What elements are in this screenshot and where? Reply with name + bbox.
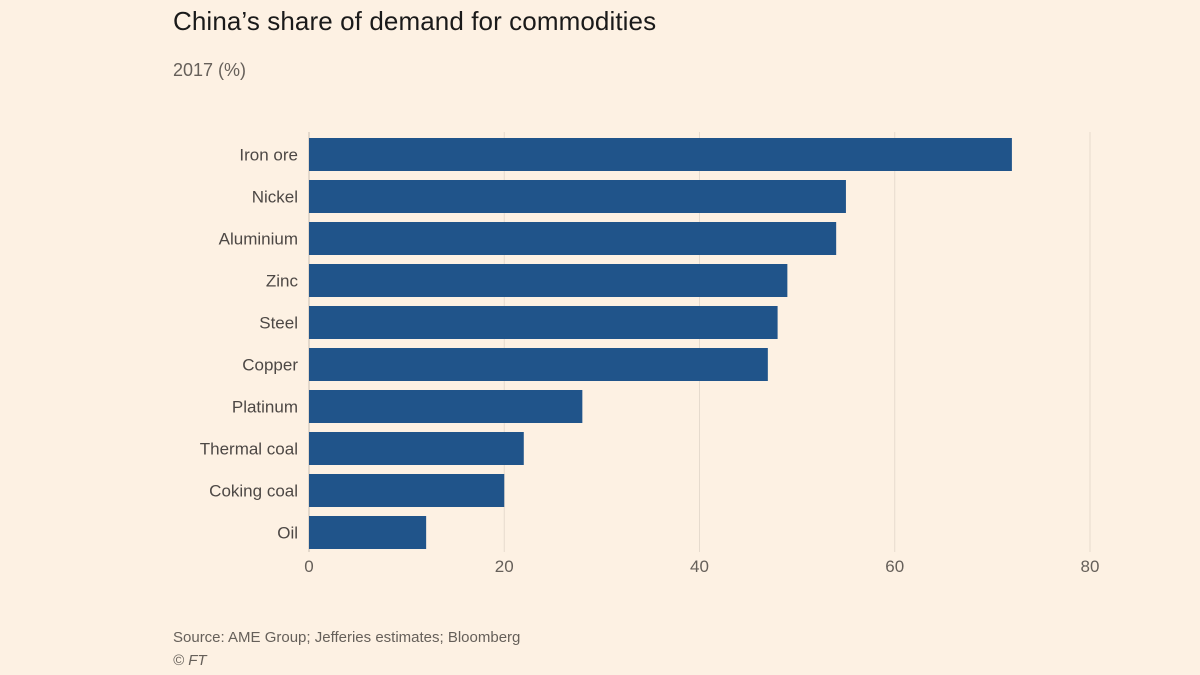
category-label: Copper: [242, 356, 298, 375]
category-label: Coking coal: [209, 482, 298, 501]
chart-title: China’s share of demand for commodities: [173, 6, 657, 36]
category-label: Steel: [259, 314, 298, 333]
bar-thermal-coal: [309, 432, 524, 465]
category-label: Aluminium: [219, 230, 298, 249]
category-label: Zinc: [266, 272, 299, 291]
bar-zinc: [309, 264, 788, 297]
x-tick-label: 80: [1081, 557, 1100, 576]
x-tick-label: 0: [304, 557, 313, 576]
bar-coking-coal: [309, 474, 505, 507]
x-axis-ticks: 0 20 40 60 80: [304, 557, 1099, 576]
bar-copper: [309, 348, 768, 381]
bars: [309, 138, 1012, 549]
category-label: Iron ore: [239, 146, 298, 165]
bar-oil: [309, 516, 427, 549]
category-label: Thermal coal: [200, 440, 298, 459]
category-label: Oil: [277, 524, 298, 543]
bar-platinum: [309, 390, 583, 423]
x-tick-label: 40: [690, 557, 709, 576]
x-tick-label: 60: [885, 557, 904, 576]
category-label: Platinum: [232, 398, 298, 417]
bar-steel: [309, 306, 778, 339]
bar-nickel: [309, 180, 846, 213]
bar-iron-ore: [309, 138, 1012, 171]
x-tick-label: 20: [495, 557, 514, 576]
source-note: Source: AME Group; Jefferies estimates; …: [173, 629, 521, 646]
copyright-credit: © FT: [173, 652, 207, 669]
bar-aluminium: [309, 222, 837, 255]
chart-subtitle: 2017 (%): [173, 60, 247, 80]
category-labels: Iron ore Nickel Aluminium Zinc Steel Copper Pl…: [200, 146, 299, 543]
category-label: Nickel: [252, 188, 298, 207]
